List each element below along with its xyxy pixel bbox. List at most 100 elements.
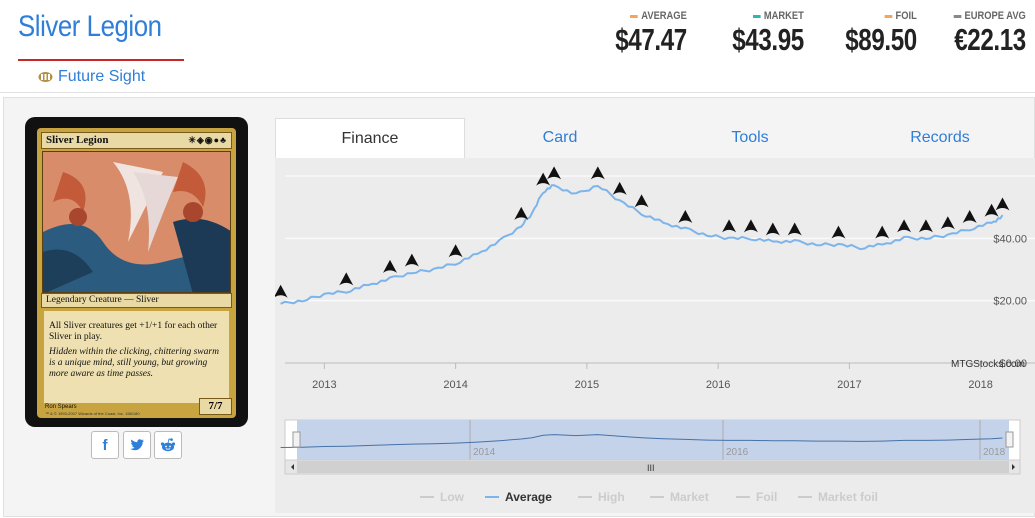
x-tick-label: 2014 [443,379,467,391]
set-symbol-icon[interactable] [875,225,890,239]
legend-swatch [736,496,750,498]
tab-finance[interactable]: Finance [275,118,465,158]
legend-high[interactable]: High [578,490,625,504]
tab-tools[interactable]: Tools [731,129,769,146]
scroll-left-icon[interactable] [291,464,294,470]
price-chart-svg: $40.00$20.00$0.00 2013 2014 2015 2016 2017 20… [273,166,1035,475]
x-tick-label: 2013 [312,379,336,391]
set-symbol-icon[interactable] [273,284,288,298]
tab-bar: Finance Card Tools Records [275,118,1035,158]
price-foil: FOIL $89.50 [825,10,917,58]
price-value: $43.95 [732,22,804,57]
europe-swatch [953,14,962,18]
set-symbol-icon[interactable] [383,259,397,273]
set-symbol-icon[interactable] [940,216,955,230]
legend-label: Market [670,490,709,504]
tab-card[interactable]: Card [542,129,578,146]
price-europe-avg: EUROPE AVG €22.13 [934,10,1026,58]
price-value: $89.50 [845,22,917,57]
average-swatch [630,14,639,18]
card-text-box: All Sliver creatures get +1/+1 for each … [44,311,229,403]
price-label: FOIL [895,10,917,22]
legend-swatch [420,496,434,498]
set-symbol-icon[interactable] [995,197,1010,211]
set-symbol-icon[interactable] [962,209,977,223]
navigator-label: 2018 [983,447,1006,458]
card-artwork [43,152,230,292]
facebook-icon: f [102,436,108,454]
set-symbol-icon[interactable] [448,244,463,258]
facebook-share-button[interactable]: f [91,431,119,459]
legend-market-foil[interactable]: Market foil [798,490,878,504]
set-symbol-icon[interactable] [547,166,562,180]
navigator-scrollbar-thumb[interactable] [297,461,1009,473]
price-value: €22.13 [954,22,1026,57]
legend-foil[interactable]: Foil [736,490,777,504]
price-market: MARKET $43.95 [712,10,804,58]
card-artist: Ron Spears [45,404,77,410]
set-symbol-icon[interactable] [590,166,605,180]
set-link-row[interactable]: Future Sight [38,68,145,86]
card-copyright: ™ & © 1993-2007 Wizards of the Coast, In… [45,411,140,416]
legend-swatch [798,496,812,498]
header-divider [0,92,1035,93]
set-symbol-icon[interactable] [831,225,846,239]
set-symbol-icon[interactable] [339,272,354,286]
set-symbol-icon[interactable] [404,253,419,267]
legend-label: Average [505,490,552,504]
reddit-share-button[interactable] [154,431,182,459]
legend-swatch [485,496,499,498]
set-symbol-icon[interactable] [722,219,737,233]
future-sight-set-icon [38,72,53,82]
series-average-line[interactable] [280,184,1004,305]
set-symbol-icon[interactable] [536,172,551,186]
set-symbol-icon[interactable] [678,209,693,223]
set-symbol-icon[interactable] [897,219,912,233]
tab-records[interactable]: Records [910,129,970,146]
set-symbol-icon[interactable] [743,219,758,233]
scroll-right-icon[interactable] [1012,464,1015,470]
price-chart: $40.00 $20.00 $0.00 2013 2014 2015 2016 2017 20… [273,158,1035,513]
y-tick-label: $0.00 [999,358,1027,370]
legend-label: Market foil [818,490,879,504]
set-symbol-icon[interactable] [514,206,529,220]
legend-market[interactable]: Market [650,490,709,504]
set-symbol-icon[interactable] [787,222,802,236]
x-tick-label: 2015 [575,379,599,391]
set-symbol-icon[interactable] [918,219,933,233]
card-name-text: Sliver Legion [46,134,109,146]
navigator-label: 2016 [726,447,749,458]
legend-label: Low [440,490,464,504]
set-symbol-icon[interactable] [612,181,627,195]
card-rules-text: All Sliver creatures get +1/+1 for each … [49,321,218,342]
navigator-right-handle[interactable] [1005,431,1014,448]
twitter-share-button[interactable] [123,431,151,459]
card-image: Sliver Legion ✳◈◉●♣ Legendary Creature —… [25,117,248,427]
legend-low[interactable]: Low [420,490,464,504]
card-mana-cost: ✳◈◉●♣ [188,135,227,145]
card-flavor-text: Hidden within the clicking, chittering s… [49,346,219,379]
card-art [42,151,231,293]
set-symbol-icon[interactable] [634,194,649,208]
page-title: Sliver Legion [18,10,162,43]
navigator-left-handle[interactable] [292,431,301,448]
price-label: MARKET [763,10,804,22]
price-label: EUROPE AVG [964,10,1026,22]
navigator[interactable]: 2014 2016 2018 III [280,419,1021,475]
chart-credit: MTGStocks.com [951,359,1025,370]
navigator-label: 2014 [473,447,496,458]
set-symbol-icon[interactable] [765,222,780,236]
y-axis-labels: $40.00 $20.00 $0.00 [993,233,1027,370]
legend-swatch [650,496,664,498]
navigator-selection[interactable] [297,420,1009,460]
chart-grid [285,175,1035,364]
price-label: AVERAGE [641,10,687,22]
legend-swatch [578,496,592,498]
legend-label: Foil [756,490,778,504]
set-symbol-icon[interactable] [984,203,999,217]
y-tick-label: $20.00 [993,296,1027,308]
legend-average[interactable]: Average [485,490,552,504]
card-frame: Sliver Legion ✳◈◉●♣ Legendary Creature —… [37,128,236,418]
set-name-link[interactable]: Future Sight [58,68,146,85]
card-power-toughness: 7/7 [199,398,232,415]
